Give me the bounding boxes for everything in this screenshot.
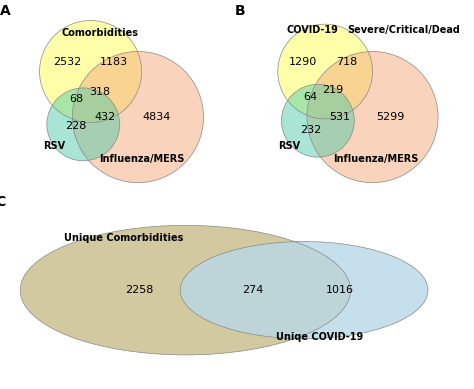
Circle shape xyxy=(47,88,120,161)
Text: 219: 219 xyxy=(322,85,343,95)
Text: B: B xyxy=(235,4,246,18)
Text: 68: 68 xyxy=(69,94,83,104)
Circle shape xyxy=(282,84,354,157)
Text: 232: 232 xyxy=(300,125,321,135)
Circle shape xyxy=(307,51,438,183)
Text: Influenza/MERS: Influenza/MERS xyxy=(333,154,419,164)
Text: 432: 432 xyxy=(94,112,116,122)
Circle shape xyxy=(73,51,203,183)
Text: 274: 274 xyxy=(242,285,263,295)
Text: COVID-19: COVID-19 xyxy=(287,25,339,35)
Text: 228: 228 xyxy=(65,121,87,131)
Text: A: A xyxy=(0,4,11,18)
Circle shape xyxy=(278,24,373,119)
Text: Unique Comorbidities: Unique Comorbidities xyxy=(64,233,183,242)
Text: 531: 531 xyxy=(329,112,350,122)
Circle shape xyxy=(20,225,351,355)
Text: 64: 64 xyxy=(303,92,318,102)
Text: Comorbidities: Comorbidities xyxy=(62,28,138,38)
Text: 2258: 2258 xyxy=(125,285,153,295)
Text: 5299: 5299 xyxy=(376,112,405,122)
Text: Influenza/MERS: Influenza/MERS xyxy=(99,154,184,164)
Text: 2532: 2532 xyxy=(53,58,81,67)
Text: 4834: 4834 xyxy=(142,112,170,122)
Text: RSV: RSV xyxy=(43,141,65,151)
Text: Uniqe COVID-19: Uniqe COVID-19 xyxy=(276,332,363,342)
Text: 318: 318 xyxy=(89,87,110,96)
Text: 1183: 1183 xyxy=(100,58,128,67)
Text: 718: 718 xyxy=(337,58,357,67)
Text: RSV: RSV xyxy=(278,141,300,151)
Text: Severe/Critical/Dead: Severe/Critical/Dead xyxy=(347,25,460,35)
Circle shape xyxy=(180,242,428,339)
Text: 1016: 1016 xyxy=(326,285,354,295)
Circle shape xyxy=(39,21,142,123)
Text: 1290: 1290 xyxy=(289,58,318,67)
Text: C: C xyxy=(0,195,6,209)
